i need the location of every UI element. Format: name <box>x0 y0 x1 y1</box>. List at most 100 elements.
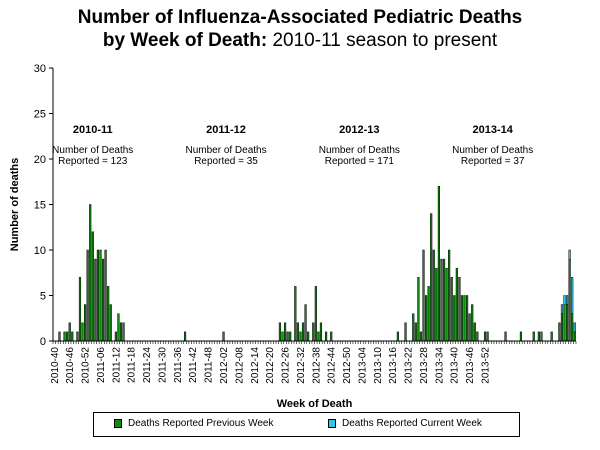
bar-previous-week <box>565 304 569 342</box>
season-annotation-line2: Reported = 37 <box>461 156 525 167</box>
x-tick-label: 2011-42 <box>188 347 199 383</box>
bar-previous-week <box>404 322 407 342</box>
x-tick-label: 2013-46 <box>465 347 476 384</box>
bar-previous-week <box>68 322 71 342</box>
bar-previous-week <box>301 322 305 342</box>
legend-label-previous: Deaths Reported Previous Week <box>128 418 274 429</box>
y-tick-label: 20 <box>34 154 46 166</box>
x-axis-label: Week of Death <box>277 398 353 410</box>
season-annotation-line1: Number of Deaths <box>319 145 400 156</box>
bar-previous-week <box>442 258 446 342</box>
bar-previous-week <box>330 331 333 342</box>
bar-previous-week <box>414 322 417 342</box>
y-tick-label: 10 <box>34 245 46 257</box>
x-tick-label: 2013-34 <box>434 347 445 384</box>
x-tick-label: 2012-20 <box>265 347 276 384</box>
y-tick-label: 0 <box>40 336 46 348</box>
y-tick-label: 5 <box>40 291 46 303</box>
x-tick-label: 2012-32 <box>296 347 307 384</box>
season-annotation-line1: Number of Deaths <box>185 145 266 156</box>
bar-previous-week <box>448 249 451 342</box>
bar-previous-week <box>560 313 564 342</box>
x-tick-label: 2011-18 <box>127 347 138 383</box>
y-tick-label: 15 <box>34 200 46 212</box>
bar-current-week <box>573 322 576 333</box>
x-tick-label: 2011-36 <box>173 347 184 383</box>
legend-label-current: Deaths Reported Current Week <box>342 418 482 429</box>
x-tick-label: 2013-04 <box>357 347 368 384</box>
bar-previous-week <box>81 322 84 342</box>
x-tick-label: 2013-10 <box>373 347 384 384</box>
bar-previous-week <box>278 322 282 342</box>
bar-previous-week <box>504 331 507 342</box>
bar-previous-week <box>89 204 92 342</box>
bar-previous-week <box>424 295 428 342</box>
bar-previous-week <box>486 331 489 342</box>
x-tick-label: 2013-22 <box>404 347 415 384</box>
bar-previous-week <box>419 331 423 342</box>
x-tick-label: 2013-52 <box>480 347 491 384</box>
bar-previous-week <box>440 258 443 342</box>
bar-previous-week <box>453 295 456 342</box>
x-tick-label: 2011-06 <box>96 347 107 383</box>
bar-previous-week <box>471 304 474 342</box>
bar-previous-week <box>66 331 69 342</box>
bar-previous-week <box>435 267 438 342</box>
season-annotation-line2: Reported = 171 <box>325 156 395 167</box>
season-annotation-line1: Number of Deaths <box>452 145 533 156</box>
bar-previous-week <box>101 258 105 342</box>
bar-previous-week <box>63 331 66 342</box>
bar-previous-week <box>450 277 453 342</box>
x-tick-label: 2010-52 <box>81 347 92 384</box>
bar-previous-week <box>283 322 287 342</box>
bar-previous-week <box>473 322 476 342</box>
bar-previous-week <box>571 313 574 342</box>
bar-previous-week <box>122 322 125 342</box>
bar-previous-week <box>119 322 123 342</box>
bar-previous-week <box>427 286 430 342</box>
x-tick-label: 2011-48 <box>204 347 215 383</box>
bar-previous-week <box>422 249 425 342</box>
bar-previous-week <box>558 322 561 342</box>
axes: 0 5 10 15 20 25 30 2010-40 2010-46 2010-52 2011-06… <box>34 63 577 384</box>
bar-previous-week <box>466 295 469 342</box>
bar-previous-week <box>104 249 107 342</box>
bar-previous-week <box>460 295 464 342</box>
bar-current-week <box>571 277 574 314</box>
bar-previous-week <box>184 331 187 342</box>
bar-previous-week <box>455 267 458 342</box>
bar-previous-week <box>91 231 94 342</box>
bar-previous-week <box>107 286 110 342</box>
y-tick-label: 25 <box>34 109 46 121</box>
bar-previous-week <box>483 331 487 342</box>
legend-item-previous: Deaths Reported Previous Week <box>114 418 273 429</box>
bar-previous-week <box>294 286 297 342</box>
bar-previous-week <box>281 331 284 342</box>
season-annotation-line2: Reported = 35 <box>194 156 258 167</box>
y-tick-label: 30 <box>34 63 46 75</box>
bar-previous-week <box>412 313 415 342</box>
legend-swatch-current <box>328 419 336 428</box>
bar-previous-week <box>319 322 323 342</box>
season-annotation-line2: Reported = 123 <box>58 156 128 167</box>
legend-item-current: Deaths Reported Current Week <box>328 418 482 429</box>
bar-previous-week <box>563 304 566 342</box>
bar-previous-week <box>437 186 440 342</box>
bar-previous-week <box>222 331 225 342</box>
bar-previous-week <box>568 258 571 342</box>
bar-previous-week <box>463 295 466 342</box>
x-tick-label: 2010-46 <box>65 347 76 384</box>
x-tick-label: 2012-14 <box>250 347 261 384</box>
y-axis-label: Number of deaths <box>9 158 21 252</box>
bar-current-week <box>563 295 566 305</box>
chart-title: Number of Influenza-Associated Pediatric… <box>0 6 600 52</box>
bar-previous-week <box>94 258 97 342</box>
bar-current-week <box>568 249 571 260</box>
bar-previous-week <box>114 331 117 342</box>
bar-previous-week <box>396 331 399 342</box>
bar-previous-week <box>476 331 479 342</box>
bar-previous-week <box>84 304 87 342</box>
x-tick-label: 2013-40 <box>450 347 461 384</box>
